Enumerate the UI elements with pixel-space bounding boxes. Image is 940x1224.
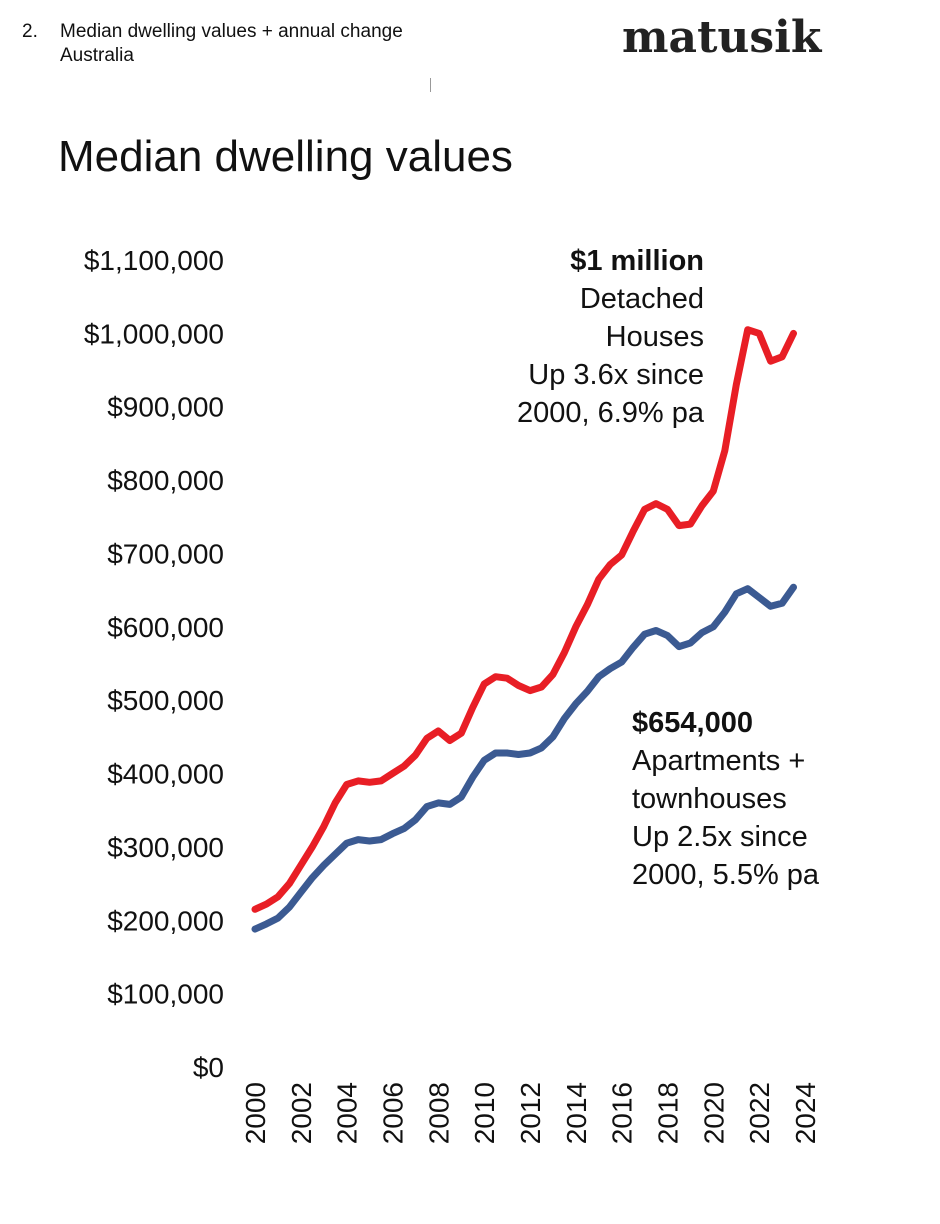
houses-annotation-line: Houses — [605, 321, 704, 353]
x-tick-label: 2004 — [332, 1082, 363, 1144]
matusik-logo: matusik — [622, 12, 822, 63]
x-tick-label: 2022 — [744, 1082, 775, 1144]
houses-annotation-line: 2000, 6.9% pa — [516, 397, 704, 429]
x-tick-label: 2024 — [790, 1082, 821, 1144]
chart-title: Median dwelling values — [58, 132, 513, 181]
houses-annotation-lead: $1 million — [570, 245, 704, 277]
x-tick-label: 2006 — [378, 1082, 409, 1144]
x-tick-label: 2000 — [240, 1082, 271, 1144]
houses-annotation-line: Up 3.6x since — [528, 359, 704, 391]
y-tick-label: $600,000 — [107, 612, 224, 643]
y-tick-label: $300,000 — [107, 832, 224, 863]
y-tick-label: $200,000 — [107, 905, 224, 936]
apartments-annotation-line: townhouses — [632, 783, 787, 815]
slide-title: Median dwelling values + annual change — [60, 21, 403, 42]
y-tick-label: $500,000 — [107, 685, 224, 716]
x-tick-label: 2014 — [561, 1082, 592, 1144]
apartments-annotation-line: 2000, 5.5% pa — [632, 859, 820, 891]
x-tick-label: 2018 — [653, 1082, 684, 1144]
x-tick-label: 2010 — [469, 1082, 500, 1144]
houses-series-line — [251, 326, 797, 913]
y-tick-label: $800,000 — [107, 465, 224, 496]
y-tick-label: $1,100,000 — [84, 245, 224, 276]
y-tick-label: $0 — [193, 1052, 224, 1083]
y-tick-label: $1,000,000 — [84, 318, 224, 349]
apartments-series-line — [251, 583, 797, 933]
houses-annotation: $1 million Detached Houses Up 3.6x since… — [517, 242, 704, 432]
text-cursor-icon — [430, 78, 431, 92]
slide-number: 2. — [22, 21, 38, 42]
houses-annotation-line: Detached — [579, 283, 704, 315]
apartments-annotation-lead: $654,000 — [632, 707, 753, 739]
x-tick-label: 2002 — [286, 1082, 317, 1144]
slide-subtitle: Australia — [60, 45, 134, 66]
y-tick-label: $100,000 — [107, 979, 224, 1010]
apartments-annotation: $654,000 Apartments + townhouses Up 2.5x… — [632, 704, 819, 894]
x-tick-label: 2012 — [515, 1082, 546, 1144]
x-tick-label: 2016 — [607, 1082, 638, 1144]
apartments-annotation-line: Up 2.5x since — [632, 821, 808, 853]
y-tick-label: $900,000 — [107, 392, 224, 423]
apartments-annotation-line: Apartments + — [632, 745, 806, 777]
y-tick-label: $400,000 — [107, 759, 224, 790]
x-tick-label: 2020 — [698, 1082, 729, 1144]
x-tick-label: 2008 — [423, 1082, 454, 1144]
y-tick-label: $700,000 — [107, 538, 224, 569]
